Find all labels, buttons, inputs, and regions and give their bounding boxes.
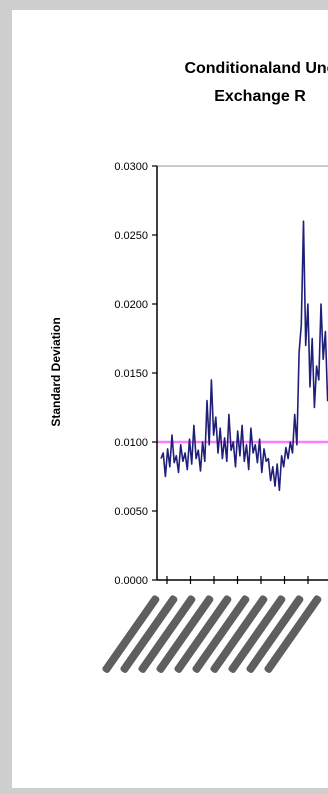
x-tick-label-text xyxy=(228,595,286,673)
y-tick-label: 0.0250 xyxy=(114,230,148,242)
y-axis-label: Standard Deviation xyxy=(49,317,63,426)
x-tick-label-text xyxy=(264,595,322,673)
x-tick-label xyxy=(120,595,178,673)
x-tick-label-text xyxy=(192,595,250,673)
y-tick-label: 0.0000 xyxy=(114,575,148,587)
plot-area xyxy=(156,165,328,581)
chart-title-line-2: Exchange R xyxy=(214,88,306,105)
x-tick-label xyxy=(210,595,268,673)
y-tick-label: 0.0100 xyxy=(114,437,148,449)
plot-background xyxy=(156,165,328,581)
x-tick-label xyxy=(192,595,250,673)
x-tick-label-text xyxy=(156,595,214,673)
x-tick-label xyxy=(246,595,304,673)
x-tick-label xyxy=(264,595,322,673)
x-tick-label xyxy=(102,595,160,673)
y-axis: 0.0000 0.0050 0.0100 0.0150 0.0200 0.0250 0.03… xyxy=(114,161,158,587)
x-tick-label-text xyxy=(210,595,268,673)
x-tick-label-text xyxy=(174,595,232,673)
series-line-conditional xyxy=(160,220,328,492)
x-tick-label-text xyxy=(246,595,304,673)
y-tick-label: 0.0200 xyxy=(114,299,148,311)
y-tick-label: 0.0300 xyxy=(114,161,148,173)
x-tick-label-text xyxy=(102,595,160,673)
x-tick-label xyxy=(156,595,214,673)
y-tick-label: 0.0050 xyxy=(114,506,148,518)
x-tick-label-text xyxy=(138,595,196,673)
x-tick-label xyxy=(138,595,196,673)
x-axis xyxy=(102,576,328,673)
x-tick-label xyxy=(174,595,232,673)
y-tick-label: 0.0150 xyxy=(114,368,148,380)
chart-title-line-1: Conditionaland Unc xyxy=(184,60,328,77)
x-tick-label xyxy=(228,595,286,673)
x-tick-label-text xyxy=(120,595,178,673)
